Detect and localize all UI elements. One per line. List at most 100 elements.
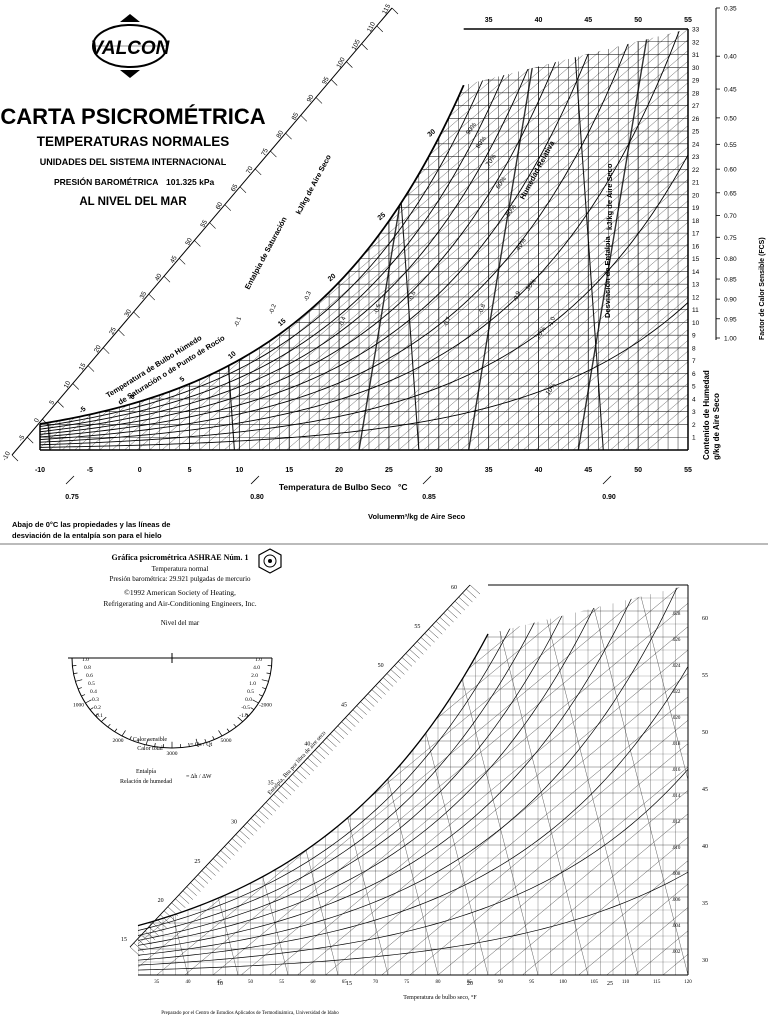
enthalpy-tick: [392, 8, 398, 14]
humidity-tick-label: 27: [692, 103, 700, 110]
dry-bulb-tick-label: 0: [138, 467, 142, 474]
ashrae-grid: [0, 545, 768, 975]
enthalpy-line: [0, 29, 489, 476]
ashrae-enthalpy-tick: [428, 629, 438, 638]
deviation-line: [469, 29, 539, 450]
enthalpy-tick: [346, 62, 352, 68]
enthalpy-line: [519, 29, 768, 476]
humidity-tick-label: 2: [692, 422, 696, 429]
ashrae-x-tick-label: 50: [248, 980, 254, 985]
ashrae-inner-tick-label: .012: [672, 820, 681, 825]
ashrae-enthalpy-line: [0, 585, 372, 975]
protractor-bottom-label: 2000: [113, 738, 124, 744]
ashrae-enthalpy-tick: [410, 649, 420, 658]
ashrae-enthalpy-tick: [376, 686, 386, 695]
enthalpy-tick-label: 40: [154, 272, 164, 282]
ashrae-enthalpy-tick: [281, 786, 291, 795]
shf-tick-label: 0.70: [724, 213, 737, 220]
humidity-tick-label: 11: [692, 307, 699, 314]
ashrae-clipped-grid: [0, 545, 768, 975]
ashrae-enthalpy-tick-label: 20: [158, 898, 164, 904]
deviation-tick-label: -0.3: [304, 290, 313, 302]
volume-tick-label: 0.85: [422, 494, 436, 501]
enthalpy-tick: [134, 312, 140, 318]
humidity-tick-label: 9: [692, 333, 696, 340]
enthalpy-tick-label: 70: [245, 165, 255, 175]
humidity-tick-label: 5: [692, 384, 696, 391]
shf-tick-label: 0.45: [724, 87, 737, 94]
enthalpy-tick: [179, 258, 185, 264]
ashrae-enthalpy-tick: [466, 589, 476, 598]
ashrae-enthalpy-line: [0, 585, 401, 975]
enthalpy-tick: [73, 383, 79, 389]
ashrae-x-axis-label: Temperatura de bulbo seco, °F: [403, 994, 477, 1001]
humidity-tick-label: 23: [692, 154, 700, 161]
humidity-tick-label: 21: [692, 180, 700, 187]
ashrae-enthalpy-tick: [402, 657, 412, 666]
ashrae-enthalpy-tick: [417, 641, 427, 650]
protractor-tick: [130, 736, 132, 739]
humidity-axis-label: Contenido de Humedad: [702, 370, 711, 460]
rh-curve: [40, 0, 688, 427]
ashrae-enthalpy-tick: [345, 718, 355, 727]
enthalpy-tick-label: 25: [108, 326, 118, 336]
deviation-tick-label: -1.0: [548, 316, 557, 328]
enthalpy-tick-label: 75: [260, 147, 270, 157]
wet-bulb-tick-label: 30: [427, 128, 438, 138]
ashrae-enthalpy-tick: [247, 822, 257, 831]
enthalpy-line: [319, 29, 768, 476]
ashrae-enthalpy-tick: [255, 814, 265, 823]
enthalpy-tick: [103, 348, 109, 354]
ashrae-enthalpy-tick: [213, 859, 223, 868]
enthalpy-tick: [286, 133, 292, 139]
enthalpy-line: [182, 29, 700, 476]
ashrae-enthalpy-tick: [130, 947, 140, 956]
protractor-bottom-label: 1000: [73, 703, 84, 709]
protractor-bottom-label: -2000: [259, 703, 272, 709]
ashrae-enthalpy-tick: [368, 694, 378, 703]
humidity-tick-label: 25: [692, 129, 700, 136]
top-tick-label: 45: [584, 17, 592, 24]
ashrae-bottom-tick-label: 25: [607, 981, 613, 987]
altitude-label: AL NIVEL DEL MAR: [79, 196, 187, 208]
humidity-tick-label: 29: [692, 78, 700, 85]
ashrae-x-tick-label: 60: [311, 980, 317, 985]
enthalpy-numerator: Entalpía: [136, 769, 156, 775]
enthalpy-sat-unit: kJ/kg de Aire Seco: [294, 153, 333, 216]
enthalpy-dev-unit: kJ/kg de Aire Seco: [605, 163, 614, 230]
ashrae-copyright-2: Refrigerating and Air-Conditioning Engin…: [103, 599, 256, 608]
enthalpy-tick: [377, 26, 383, 32]
humidity-tick-label: 10: [692, 320, 700, 327]
protractor-tick: [253, 700, 259, 703]
enthalpy-tick: [240, 187, 246, 193]
ashrae-enthalpy-tick: [462, 593, 472, 602]
humidity-tick-label: 32: [692, 39, 700, 46]
humidity-tick-label: 19: [692, 205, 700, 212]
ashrae-right-tick-label: 40: [702, 844, 708, 850]
protractor-right-label: 0.5: [247, 689, 254, 695]
wet-bulb-tick-label: -5: [78, 406, 87, 415]
ashrae-enthalpy-tick: [334, 730, 344, 739]
ashrae-enthalpy-tick: [353, 710, 363, 719]
enthalpy-tick: [270, 151, 276, 157]
ashrae-x-tick-label: 55: [279, 980, 285, 985]
enthalpy-tick: [194, 240, 200, 246]
volume-tick-line: [603, 476, 611, 484]
sensible-denominator: Calor total: [137, 746, 163, 752]
enthalpy-line: [207, 29, 725, 476]
ashrae-enthalpy-tick: [436, 621, 446, 630]
ashrae-enthalpy-tick: [187, 887, 197, 896]
enthalpy-tick: [210, 223, 216, 229]
humidity-tick-label: 30: [692, 65, 700, 72]
ashrae-enthalpy-tick: [330, 734, 340, 743]
ashrae-enthalpy-tick: [311, 754, 321, 763]
ashrae-x-tick-label: 100: [559, 980, 567, 985]
ashrae-enthalpy-tick: [258, 810, 268, 819]
shf-axis-label: Factor de Calor Sensible (FCS): [759, 237, 766, 340]
ashrae-enthalpy-tick: [194, 879, 204, 888]
volume-unit: m³/kg de Aire Seco: [398, 512, 466, 521]
ashrae-enthalpy-tick: [304, 762, 314, 771]
enthalpy-sat-label: Entalpia de Saturación: [243, 215, 289, 291]
deviation-tick-label: -0.4: [339, 316, 348, 328]
ashrae-enthalpy-tick-label: 50: [378, 663, 384, 669]
